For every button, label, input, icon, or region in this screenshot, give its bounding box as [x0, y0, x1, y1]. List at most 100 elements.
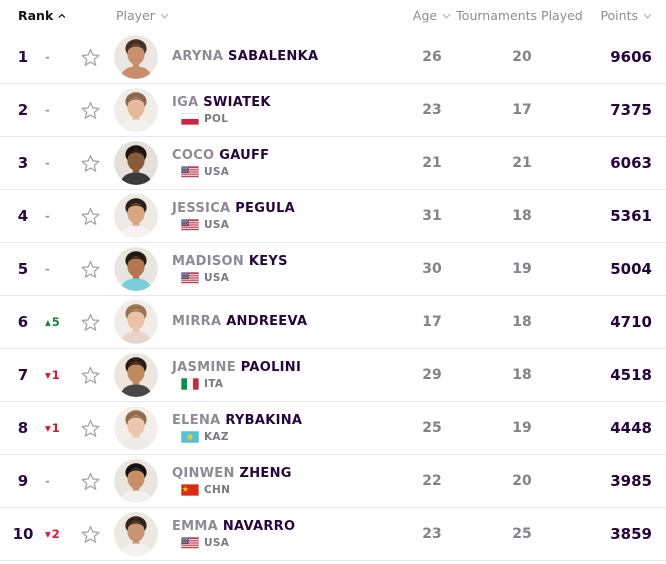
- player-avatar[interactable]: [114, 406, 158, 450]
- player-row[interactable]: 4 - JESSICA PEGULA USA 31 18 5361: [0, 190, 666, 243]
- rank-no-change-dash: -: [45, 50, 50, 64]
- country-flag-icon: [181, 219, 199, 231]
- player-row[interactable]: 7 ▼1 JASMINE PAOLINI ITA 29 18 4518: [0, 349, 666, 402]
- star-outline-icon: [81, 419, 99, 437]
- age-value: 25: [422, 420, 442, 436]
- player-name-link[interactable]: MIRRA ANDREEVA: [158, 314, 402, 330]
- star-outline-icon: [81, 472, 99, 490]
- column-header-rank[interactable]: Rank: [10, 8, 66, 23]
- player-avatar[interactable]: [114, 35, 158, 79]
- column-label-points: Points: [600, 8, 638, 23]
- player-last-name: RYBAKINA: [225, 412, 303, 428]
- country-flag-icon: [181, 272, 199, 284]
- player-country: USA: [172, 166, 402, 179]
- country-flag-icon: [181, 537, 199, 549]
- favorite-star-button[interactable]: [66, 365, 114, 386]
- player-name: EMMA NAVARRO: [172, 519, 402, 535]
- player-avatar[interactable]: [114, 141, 158, 185]
- player-avatar[interactable]: [114, 459, 158, 503]
- player-avatar[interactable]: [114, 247, 158, 291]
- player-name-link[interactable]: MADISON KEYS USA: [158, 254, 402, 285]
- favorite-star-button[interactable]: [66, 206, 114, 227]
- tournaments-value: 18: [512, 367, 532, 383]
- player-row[interactable]: 2 - IGA SWIATEK POL 23 17 7375: [0, 84, 666, 137]
- player-name-link[interactable]: IGA SWIATEK POL: [158, 95, 402, 126]
- favorite-star-button[interactable]: [66, 471, 114, 492]
- points-value: 9606: [610, 48, 652, 66]
- points-value: 5004: [610, 260, 652, 278]
- player-last-name: PAOLINI: [240, 359, 302, 375]
- player-row[interactable]: 8 ▼1 ELENA RYBAKINA KAZ 25 19 4448: [0, 402, 666, 455]
- country-code: POL: [204, 113, 229, 125]
- points-value: 7375: [610, 101, 652, 119]
- age-value: 23: [422, 102, 442, 118]
- rank-value: 6: [17, 313, 29, 331]
- favorite-star-button[interactable]: [66, 312, 114, 333]
- player-avatar[interactable]: [114, 88, 158, 132]
- player-name-link[interactable]: ELENA RYBAKINA KAZ: [158, 413, 402, 444]
- player-name: COCO GAUFF: [172, 148, 402, 164]
- age-value: 31: [422, 208, 442, 224]
- player-row[interactable]: 6 ▲5 MIRRA ANDREEVA 17 18 4710: [0, 296, 666, 349]
- player-country: ITA: [172, 378, 402, 391]
- player-name-link[interactable]: EMMA NAVARRO USA: [158, 519, 402, 550]
- player-name-link[interactable]: QINWEN ZHENG CHN: [158, 466, 402, 497]
- rank-value: 8: [17, 419, 29, 437]
- player-first-name: MADISON: [172, 253, 245, 269]
- age-value: 29: [422, 367, 442, 383]
- player-first-name: COCO: [172, 147, 215, 163]
- star-outline-icon: [81, 101, 99, 119]
- player-avatar[interactable]: [114, 512, 158, 556]
- player-name: ARYNA SABALENKA: [172, 49, 402, 65]
- player-name-link[interactable]: COCO GAUFF USA: [158, 148, 402, 179]
- player-row[interactable]: 3 - COCO GAUFF USA 21 21 6063: [0, 137, 666, 190]
- rank-down-triangle-icon: ▼: [45, 424, 51, 433]
- favorite-star-button[interactable]: [66, 259, 114, 280]
- player-row[interactable]: 10 ▼2 EMMA NAVARRO USA 23 25 3859: [0, 508, 666, 561]
- column-header-tournaments[interactable]: Tournaments Played: [456, 8, 582, 23]
- player-last-name: PEGULA: [235, 200, 296, 216]
- table-body: 1 - ARYNA SABALENKA 26 20 9606 2 -: [0, 31, 666, 561]
- rank-no-change-dash: -: [45, 262, 50, 276]
- star-outline-icon: [81, 313, 99, 331]
- player-last-name: KEYS: [248, 253, 288, 269]
- column-header-points[interactable]: Points: [582, 8, 652, 23]
- player-name: QINWEN ZHENG: [172, 466, 402, 482]
- age-value: 30: [422, 261, 442, 277]
- favorite-star-button[interactable]: [66, 100, 114, 121]
- player-country: POL: [172, 113, 402, 126]
- player-name: IGA SWIATEK: [172, 95, 402, 111]
- player-avatar[interactable]: [114, 353, 158, 397]
- player-name-link[interactable]: JESSICA PEGULA USA: [158, 201, 402, 232]
- favorite-star-button[interactable]: [66, 47, 114, 68]
- player-avatar[interactable]: [114, 194, 158, 238]
- rank-movement-value: 5: [51, 315, 60, 329]
- rank-down-triangle-icon: ▼: [45, 530, 51, 539]
- player-name-link[interactable]: JASMINE PAOLINI ITA: [158, 360, 402, 391]
- column-header-age[interactable]: Age: [402, 8, 462, 23]
- age-value: 21: [422, 155, 442, 171]
- player-name: ELENA RYBAKINA: [172, 413, 402, 429]
- tournaments-value: 25: [512, 526, 532, 542]
- player-row[interactable]: 1 - ARYNA SABALENKA 26 20 9606: [0, 31, 666, 84]
- country-flag-icon: [181, 378, 199, 390]
- rank-movement: -: [36, 103, 66, 117]
- favorite-star-button[interactable]: [66, 153, 114, 174]
- player-avatar[interactable]: [114, 300, 158, 344]
- rank-movement-value: 1: [51, 421, 60, 435]
- star-outline-icon: [81, 366, 99, 384]
- chevron-down-icon: [160, 13, 169, 19]
- country-code: CHN: [204, 484, 231, 496]
- favorite-star-button[interactable]: [66, 418, 114, 439]
- tournaments-value: 18: [512, 208, 532, 224]
- player-last-name: SABALENKA: [228, 49, 319, 64]
- column-header-player[interactable]: Player: [114, 8, 402, 23]
- rank-value: 4: [17, 207, 29, 225]
- tournaments-value: 20: [512, 49, 532, 65]
- chevron-up-icon: [58, 13, 66, 18]
- player-row[interactable]: 5 - MADISON KEYS USA 30 19 5004: [0, 243, 666, 296]
- rank-movement: ▼1: [36, 368, 66, 382]
- player-row[interactable]: 9 - QINWEN ZHENG CHN 22 20 3985: [0, 455, 666, 508]
- player-name-link[interactable]: ARYNA SABALENKA: [158, 49, 402, 65]
- favorite-star-button[interactable]: [66, 524, 114, 545]
